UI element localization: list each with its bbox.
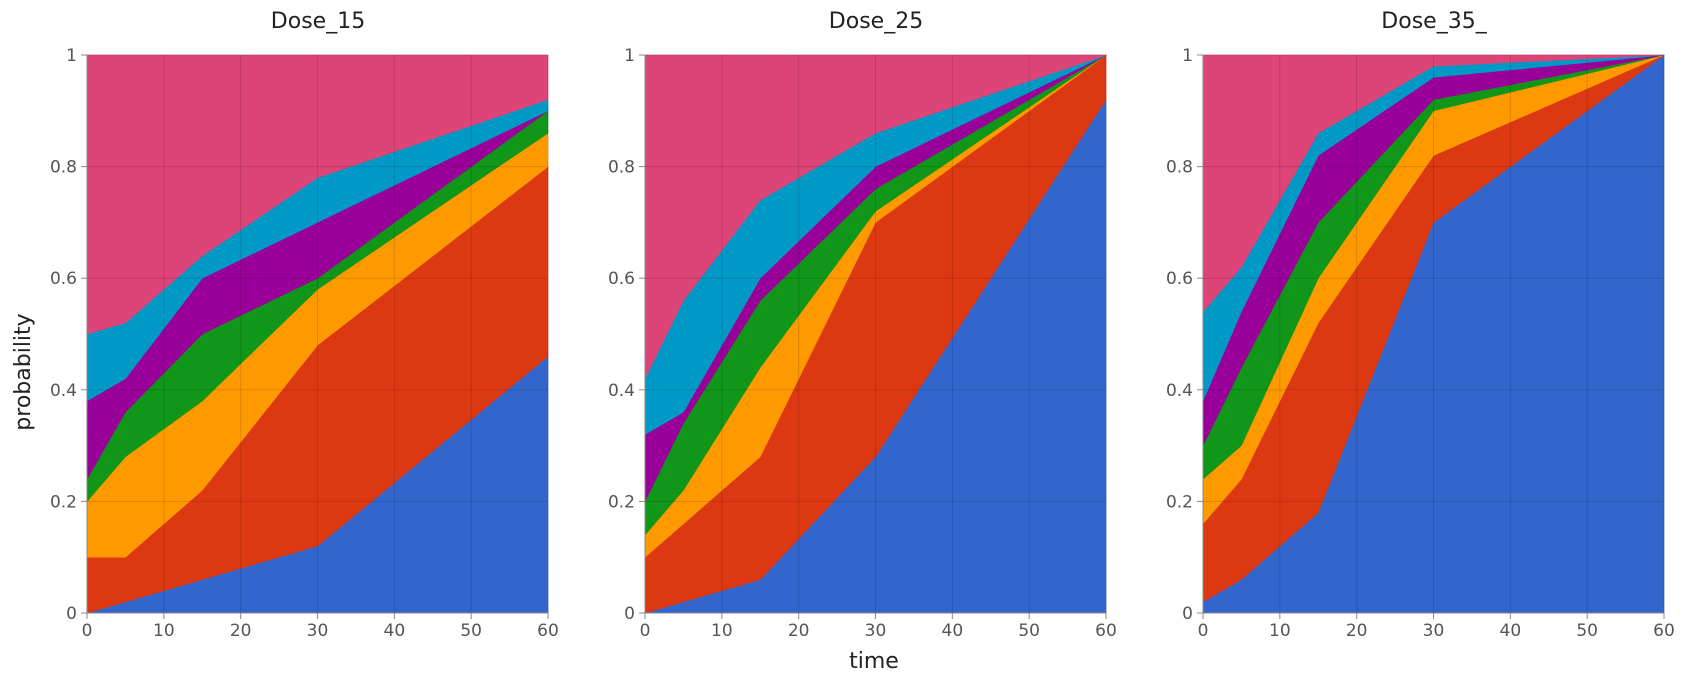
x-tick-label: 10	[711, 621, 733, 641]
y-axis-label: probability	[11, 313, 36, 430]
x-tick-label: 30	[1423, 621, 1445, 641]
y-tick-label: 0.2	[608, 492, 635, 512]
y-tick-label: 0	[624, 604, 635, 624]
area-series-7	[1202, 54, 1665, 313]
y-tick-label: 1	[1182, 46, 1193, 66]
x-tick-label: 40	[384, 621, 406, 641]
y-tick-label: 0.4	[608, 381, 635, 401]
panel-title: Dose_35_	[1381, 9, 1487, 34]
y-tick-label: 0.2	[50, 492, 77, 512]
y-tick-label: 0.6	[50, 269, 77, 289]
x-tick-label: 30	[307, 621, 329, 641]
y-tick-label: 0.2	[1166, 492, 1193, 512]
x-tick-label: 0	[82, 621, 93, 641]
x-tick-label: 50	[1576, 621, 1598, 641]
x-tick-label: 40	[942, 621, 964, 641]
y-tick-label: 0.8	[608, 158, 635, 178]
y-tick-label: 0.4	[1166, 381, 1193, 401]
x-tick-label: 10	[153, 621, 175, 641]
y-tick-label: 0.6	[608, 269, 635, 289]
chart-panel-3: Dose_35_00.20.40.60.810 10 20 30 40 50 60	[1166, 9, 1675, 641]
x-tick-label: 30	[865, 621, 887, 641]
panel-title: Dose_15	[271, 9, 365, 34]
area-series-7	[86, 54, 549, 335]
x-tick-label: 20	[1346, 621, 1368, 641]
x-tick-label: 10	[1269, 621, 1291, 641]
x-tick-label: 0	[640, 621, 651, 641]
area-series-7	[644, 54, 1107, 379]
x-tick-label: 40	[1500, 621, 1522, 641]
y-tick-label: 1	[66, 46, 77, 66]
x-tick-label: 50	[1018, 621, 1040, 641]
y-tick-label: 0.8	[1166, 158, 1193, 178]
x-tick-label: 60	[1653, 621, 1675, 641]
y-tick-label: 0	[1182, 604, 1193, 624]
x-tick-label: 20	[788, 621, 810, 641]
x-axis-label: time	[849, 649, 899, 674]
y-tick-label: 0.6	[1166, 269, 1193, 289]
y-tick-label: 1	[624, 46, 635, 66]
x-tick-label: 60	[1095, 621, 1117, 641]
x-tick-label: 0	[1198, 621, 1209, 641]
x-tick-label: 50	[460, 621, 482, 641]
panel-title: Dose_25	[829, 9, 923, 34]
x-tick-label: 20	[230, 621, 252, 641]
y-tick-label: 0	[66, 604, 77, 624]
y-tick-label: 0.8	[50, 158, 77, 178]
x-tick-label: 60	[537, 621, 559, 641]
y-tick-label: 0.4	[50, 381, 77, 401]
